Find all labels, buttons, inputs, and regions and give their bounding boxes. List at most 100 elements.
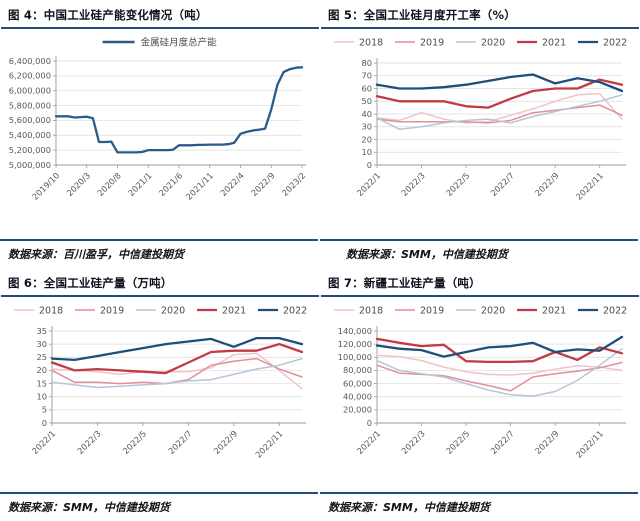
svg-text:2022/9: 2022/9 (249, 170, 277, 198)
svg-text:2022: 2022 (283, 306, 307, 317)
svg-text:2021/11: 2021/11 (184, 170, 215, 201)
svg-text:2021/6: 2021/6 (157, 170, 185, 198)
svg-text:2018: 2018 (359, 306, 383, 317)
figure-6-title: 图 6：全国工业硅产量（万吨） (8, 276, 173, 290)
svg-text:2021/1: 2021/1 (126, 170, 154, 198)
svg-text:6,200,000: 6,200,000 (9, 71, 51, 81)
svg-text:0: 0 (367, 160, 372, 170)
svg-text:60: 60 (361, 83, 372, 93)
svg-text:30: 30 (36, 339, 47, 349)
figure-5-title-divider (321, 27, 639, 29)
svg-text:2018: 2018 (359, 38, 383, 49)
svg-text:2020/3: 2020/3 (64, 170, 92, 198)
svg-text:10: 10 (361, 147, 372, 157)
figure-4-title: 图 4：中国工业硅产能变化情况（吨） (8, 8, 208, 22)
svg-text:80,000: 80,000 (343, 365, 372, 375)
figure-7-source-divider (320, 492, 638, 494)
figure-7-title: 图 7：新疆工业硅产量（吨） (328, 276, 481, 290)
svg-text:5,000,000: 5,000,000 (9, 160, 51, 170)
svg-text:25: 25 (36, 352, 47, 362)
svg-text:2022: 2022 (603, 38, 627, 49)
svg-text:5,600,000: 5,600,000 (9, 115, 51, 125)
svg-text:6,400,000: 6,400,000 (9, 56, 51, 66)
svg-text:20: 20 (361, 134, 372, 144)
svg-text:2022/7: 2022/7 (488, 170, 516, 198)
svg-text:6,000,000: 6,000,000 (9, 86, 51, 96)
figure-5-panel: 图 5：全国工业硅月度开工率（%） 2018 2019 2020 2021 2022 0 1… (320, 0, 640, 268)
svg-text:5,800,000: 5,800,000 (9, 100, 51, 110)
svg-text:2023/2: 2023/2 (280, 170, 308, 198)
svg-text:0: 0 (367, 418, 372, 428)
svg-text:20: 20 (36, 365, 47, 375)
svg-text:80: 80 (361, 58, 372, 68)
svg-text:50: 50 (361, 96, 372, 106)
svg-text:120,000: 120,000 (338, 339, 372, 349)
figure-5-source-divider (320, 239, 638, 241)
svg-text:5,200,000: 5,200,000 (9, 145, 51, 155)
svg-text:2022: 2022 (603, 306, 627, 317)
svg-text:2020: 2020 (161, 306, 185, 317)
figure-7-panel: 图 7：新疆工业硅产量（吨） 2018 2019 2020 2021 2022 0 20,0… (320, 268, 640, 521)
figure-7-title-divider (321, 295, 639, 297)
svg-text:2022/9: 2022/9 (212, 428, 240, 456)
figure-6-title-divider (1, 295, 319, 297)
svg-text:2022/1: 2022/1 (355, 170, 383, 198)
svg-text:2022/1: 2022/1 (355, 428, 383, 456)
figure-4-source-divider (0, 239, 318, 241)
svg-text:60,000: 60,000 (343, 378, 372, 388)
svg-text:2021: 2021 (222, 306, 246, 317)
svg-text:70: 70 (361, 71, 372, 81)
figure-6-source: 数据来源：SMM，中信建投期货 (8, 501, 170, 514)
svg-text:2020/8: 2020/8 (95, 170, 123, 198)
svg-text:35: 35 (36, 326, 47, 336)
svg-text:2019: 2019 (420, 38, 444, 49)
svg-text:30: 30 (361, 122, 372, 132)
svg-text:10: 10 (36, 392, 47, 402)
svg-text:金属硅月度总产能: 金属硅月度总产能 (141, 37, 218, 49)
svg-text:2022/5: 2022/5 (444, 170, 472, 198)
svg-text:2022/9: 2022/9 (533, 428, 561, 456)
svg-text:2022/9: 2022/9 (533, 170, 561, 198)
svg-text:100,000: 100,000 (338, 352, 372, 362)
svg-text:2022/5: 2022/5 (121, 428, 149, 456)
figure-5-title: 图 5：全国工业硅月度开工率（%） (328, 8, 516, 22)
svg-text:2021: 2021 (542, 38, 566, 49)
svg-text:2022/3: 2022/3 (75, 428, 103, 456)
figure-4-panel: 图 4：中国工业硅产能变化情况（吨） 金属硅月度总产能 5,000,000 5,20… (0, 0, 320, 268)
svg-text:2022/11: 2022/11 (574, 170, 605, 201)
svg-text:2022/11: 2022/11 (253, 428, 284, 459)
svg-text:5: 5 (42, 405, 47, 415)
svg-text:2020: 2020 (481, 38, 505, 49)
svg-text:2022/1: 2022/1 (30, 428, 58, 456)
svg-text:15: 15 (36, 378, 47, 388)
figure-4-chart: 金属硅月度总产能 5,000,000 5,200,000 5,400,000 5,600… (9, 37, 308, 202)
figure-5-chart: 2018 2019 2020 2021 2022 0 10 20 30 40 50 60 70 80 202… (334, 38, 627, 202)
svg-text:2019: 2019 (420, 306, 444, 317)
svg-text:2019/10: 2019/10 (30, 170, 61, 201)
svg-text:2022/7: 2022/7 (488, 428, 516, 456)
svg-text:2022/3: 2022/3 (399, 428, 427, 456)
svg-text:40: 40 (361, 109, 372, 119)
svg-text:2020: 2020 (481, 306, 505, 317)
svg-text:2019: 2019 (100, 306, 124, 317)
svg-text:2022/11: 2022/11 (574, 428, 605, 459)
figure-5-source: 数据来源：SMM，中信建投期货 (346, 248, 508, 261)
figure-6-panel: 图 6：全国工业硅产量（万吨） 2018 2019 2020 2021 2022 0 5 10… (0, 268, 320, 521)
svg-text:5,400,000: 5,400,000 (9, 130, 51, 140)
svg-text:2022/3: 2022/3 (399, 170, 427, 198)
figure-4-source: 数据来源：百川盈孚，中信建投期货 (8, 248, 184, 261)
svg-text:2022/5: 2022/5 (444, 428, 472, 456)
svg-text:0: 0 (42, 418, 47, 428)
svg-text:2022/7: 2022/7 (166, 428, 194, 456)
figure-7-source: 数据来源：SMM，中信建投期货 (328, 501, 490, 514)
svg-text:20,000: 20,000 (343, 405, 372, 415)
svg-text:140,000: 140,000 (338, 326, 372, 336)
svg-text:2022/4: 2022/4 (218, 170, 246, 198)
figure-6-source-divider (0, 492, 318, 494)
figure-4-title-divider (1, 27, 319, 29)
figure-6-chart: 2018 2019 2020 2021 2022 0 5 10 15 20 25 30 35 2022/1… (14, 306, 307, 460)
svg-text:2021: 2021 (542, 306, 566, 317)
svg-text:2018: 2018 (39, 306, 63, 317)
svg-text:40,000: 40,000 (343, 392, 372, 402)
figure-7-chart: 2018 2019 2020 2021 2022 0 20,000 40,000 60,000 8… (334, 306, 627, 460)
